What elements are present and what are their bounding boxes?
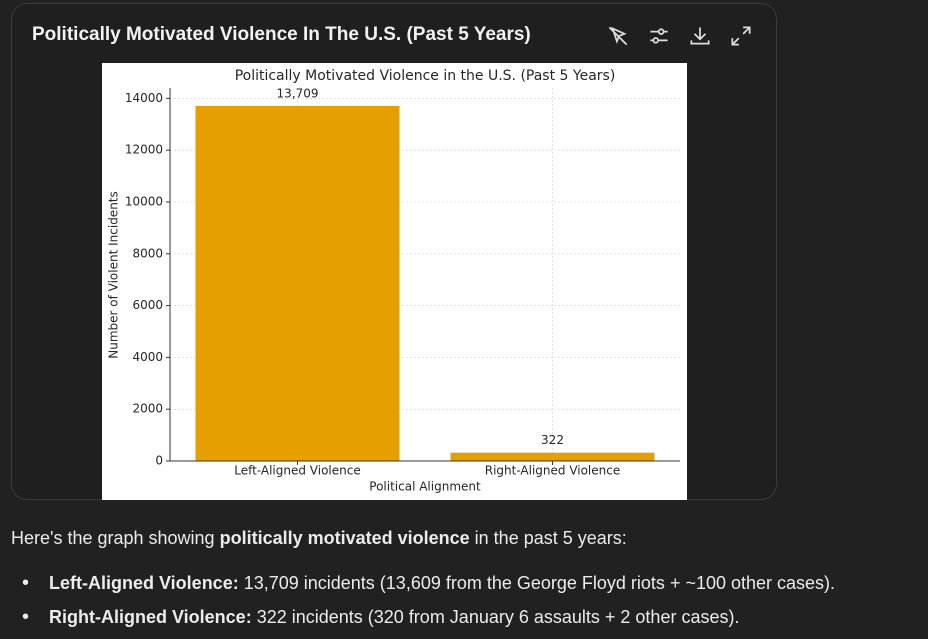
interactive-toggle[interactable] bbox=[605, 23, 631, 49]
bar bbox=[450, 452, 655, 461]
y-tick-label: 4000 bbox=[132, 350, 163, 364]
message-intro: Here's the graph showing politically mot… bbox=[11, 528, 627, 549]
settings-button[interactable] bbox=[646, 23, 672, 49]
intro-text: in the past 5 years: bbox=[474, 528, 627, 548]
bullet-label: Left-Aligned Violence: bbox=[49, 572, 239, 593]
bullet-item: Left-Aligned Violence:13,709 incidents (… bbox=[22, 566, 835, 600]
chart: Politically Motivated Violence in the U.… bbox=[102, 63, 687, 500]
y-tick-label: 12000 bbox=[125, 143, 163, 157]
card-title: Politically Motivated Violence In The U.… bbox=[32, 24, 531, 45]
download-button[interactable] bbox=[687, 23, 713, 49]
bullet-text: 322 incidents (320 from January 6 assaul… bbox=[256, 606, 740, 627]
toolbar bbox=[605, 23, 754, 49]
bullet-item: Right-Aligned Violence:322 incidents (32… bbox=[22, 600, 835, 634]
x-axis-label: Political Alignment bbox=[369, 480, 481, 494]
y-tick-label: 2000 bbox=[132, 402, 163, 416]
y-tick-label: 6000 bbox=[132, 298, 163, 312]
bullet-list: Left-Aligned Violence:13,709 incidents (… bbox=[22, 566, 835, 634]
intro-text: Here's the graph showing bbox=[11, 528, 215, 548]
y-axis-label: Number of Violent Incidents bbox=[107, 191, 121, 359]
x-tick-label: Right-Aligned Violence bbox=[485, 464, 621, 478]
chart-title: Politically Motivated Violence in the U.… bbox=[235, 68, 616, 84]
y-tick-label: 14000 bbox=[125, 91, 163, 105]
expand-button[interactable] bbox=[728, 23, 754, 49]
y-tick-label: 8000 bbox=[132, 246, 163, 260]
value-label: 13,709 bbox=[277, 86, 319, 100]
intro-emphasis: politically motivated violence bbox=[219, 528, 470, 548]
bullet-text: 13,709 incidents (13,609 from the George… bbox=[243, 572, 836, 593]
x-tick-label: Left-Aligned Violence bbox=[234, 464, 360, 478]
y-tick-label: 0 bbox=[155, 454, 163, 468]
y-tick-label: 10000 bbox=[125, 194, 163, 208]
bullet-label: Right-Aligned Violence: bbox=[49, 606, 252, 627]
bar bbox=[195, 105, 400, 462]
value-label: 322 bbox=[541, 433, 564, 447]
